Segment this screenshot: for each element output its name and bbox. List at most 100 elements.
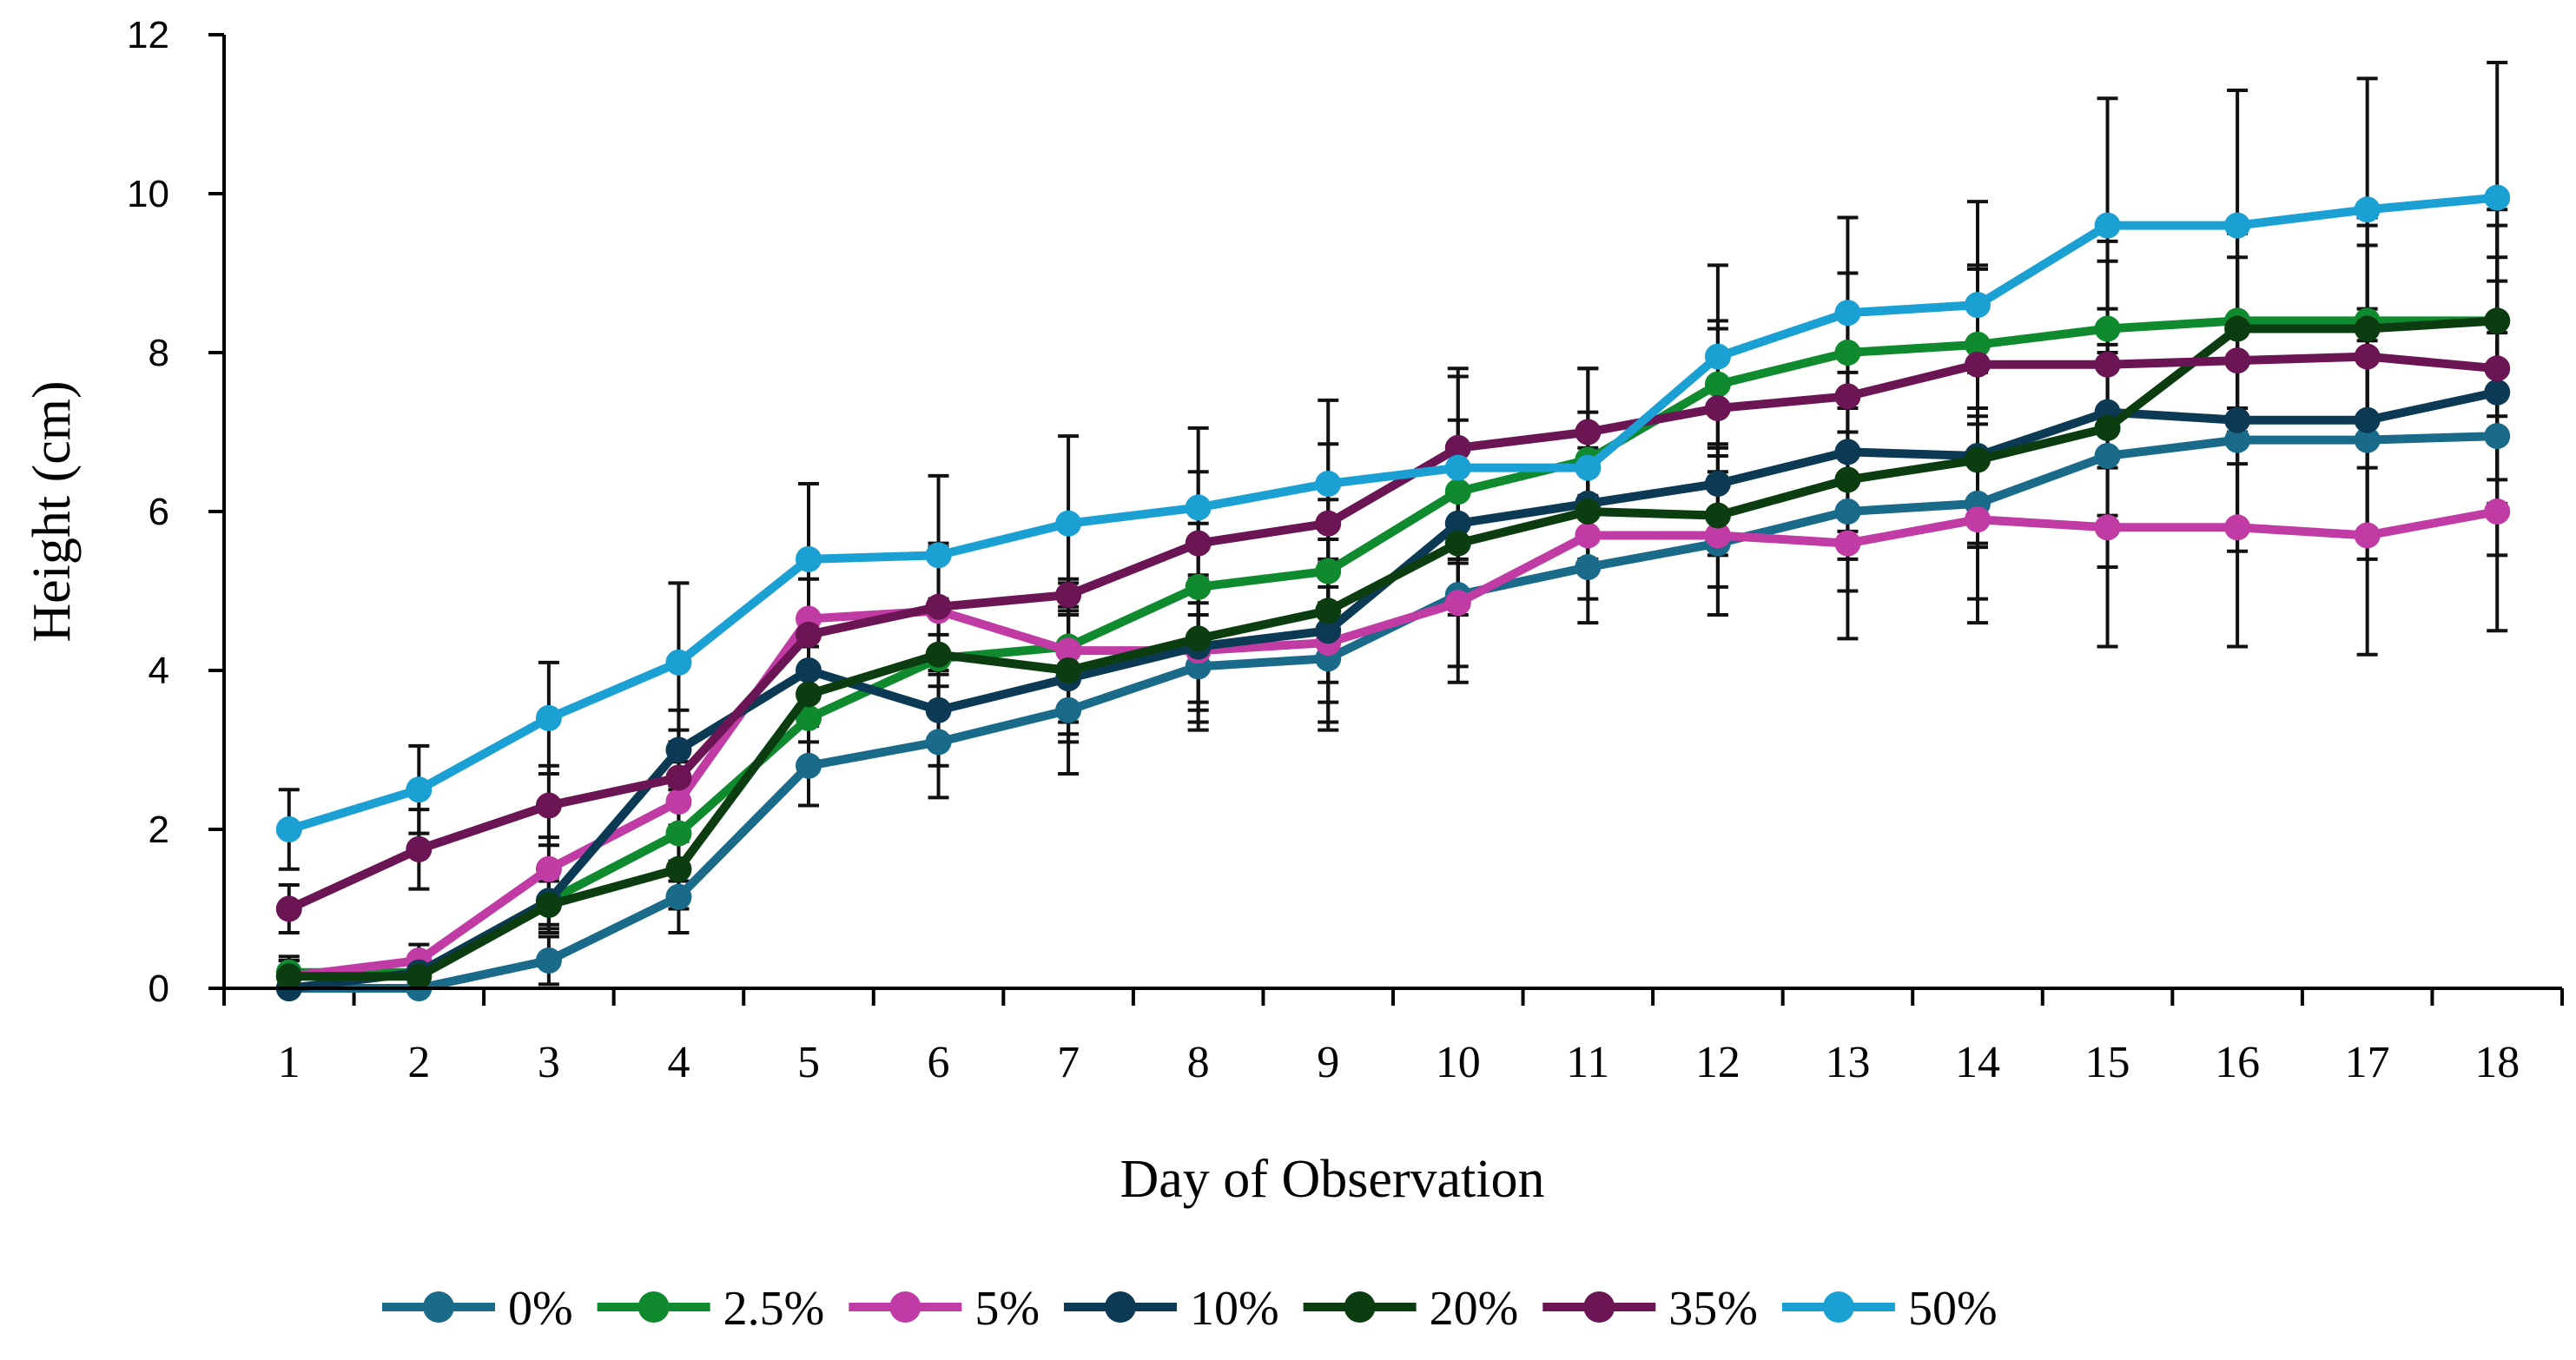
legend-label: 10% (1190, 1282, 1279, 1336)
data-point (2224, 212, 2251, 239)
data-point (1965, 351, 1991, 378)
data-point (1965, 292, 1991, 319)
legend-marker (1822, 1291, 1854, 1323)
data-point (2354, 406, 2381, 433)
x-tick-label: 15 (2085, 1038, 2130, 1087)
y-axis-ticks: 0 2 4 6 8 10 12 (127, 14, 224, 1010)
legend-item: 10% (1063, 1282, 1279, 1336)
data-point (1185, 625, 1212, 652)
data-point (1834, 439, 1861, 465)
legend-marker (1344, 1291, 1376, 1323)
data-point (1575, 419, 1602, 446)
data-point (2484, 355, 2511, 382)
series-layer (275, 61, 2511, 1001)
data-point (406, 963, 433, 990)
legend-item: 2.5% (597, 1282, 824, 1336)
y-tick-label: 6 (149, 491, 169, 533)
legend-label: 35% (1668, 1282, 1758, 1336)
series-line (288, 432, 2498, 993)
data-point (665, 883, 692, 910)
x-tick-label: 2 (407, 1038, 430, 1087)
data-point (275, 816, 302, 842)
data-point (1575, 454, 1602, 481)
x-tick-label: 7 (1057, 1038, 1080, 1087)
data-point (1444, 510, 1471, 537)
data-point (1704, 343, 1731, 370)
data-point (796, 657, 822, 683)
series-0% (275, 423, 2511, 1001)
legend-marker (1583, 1291, 1615, 1323)
data-point (1704, 470, 1731, 497)
data-point (1704, 522, 1731, 549)
data-point (406, 776, 433, 803)
data-point (925, 729, 952, 756)
x-tick-label: 6 (928, 1038, 950, 1087)
series-20% (275, 307, 2511, 990)
data-point (2224, 514, 2251, 541)
x-axis-ticks: 1 2 3 4 5 6 7 8 9 10 11 12 13 14 15 16 17 18 (222, 988, 2564, 1087)
data-point (2094, 351, 2121, 378)
data-point (2484, 184, 2511, 211)
data-point (1185, 530, 1212, 557)
x-tick-label: 10 (1436, 1038, 1481, 1087)
data-point (2094, 442, 2121, 469)
data-point (2354, 522, 2381, 549)
data-point (2224, 426, 2251, 453)
data-point (2484, 498, 2511, 525)
data-point (1315, 558, 1342, 584)
legend: 0% 2.5% 5% 10% 20% 35% 50% (382, 1282, 1998, 1336)
data-point (1834, 340, 1861, 366)
y-tick-label: 0 (149, 967, 169, 1010)
y-tick-label: 12 (127, 14, 169, 56)
data-point (1704, 502, 1731, 529)
x-tick-label: 9 (1317, 1038, 1339, 1087)
series-line (287, 193, 2498, 834)
data-point (1965, 331, 1991, 358)
data-point (1315, 470, 1342, 497)
data-point (665, 855, 692, 882)
legend-item: 5% (849, 1282, 1040, 1336)
data-point (2354, 343, 2381, 370)
data-point (665, 820, 692, 847)
series-50% (275, 184, 2511, 842)
legend-label: 20% (1430, 1282, 1519, 1336)
data-point (796, 545, 822, 572)
data-point (2354, 426, 2381, 453)
y-tick-label: 10 (127, 173, 169, 215)
data-point (1965, 506, 1991, 533)
legend-label: 5% (974, 1282, 1040, 1336)
data-point (796, 704, 822, 731)
y-tick-label: 2 (149, 809, 169, 851)
x-tick-label: 1 (278, 1038, 301, 1087)
legend-marker (637, 1291, 670, 1323)
data-point (1444, 434, 1471, 461)
data-point (1055, 637, 1082, 664)
data-point (925, 593, 952, 620)
data-point (535, 792, 562, 819)
x-tick-label: 17 (2345, 1038, 2390, 1087)
data-point (406, 835, 433, 862)
data-point (1444, 479, 1471, 505)
data-point (796, 681, 822, 708)
data-point (2484, 423, 2511, 450)
data-point (1575, 498, 1602, 525)
data-point (925, 697, 952, 723)
series-35% (275, 343, 2511, 922)
x-tick-label: 11 (1566, 1038, 1609, 1087)
data-point (1185, 573, 1212, 600)
data-point (535, 891, 562, 918)
data-point (796, 621, 822, 648)
y-axis-title: Height (cm) (23, 380, 82, 642)
data-point (1575, 522, 1602, 549)
data-point (2094, 212, 2121, 239)
legend-marker (423, 1291, 454, 1323)
data-point (1575, 554, 1602, 581)
data-point (2094, 414, 2121, 441)
data-point (535, 704, 562, 731)
data-point (1444, 454, 1471, 481)
y-tick-label: 4 (149, 650, 169, 692)
legend-label: 0% (508, 1282, 573, 1336)
legend-item: 35% (1542, 1282, 1758, 1336)
data-point (796, 752, 822, 779)
data-point (1704, 395, 1731, 422)
